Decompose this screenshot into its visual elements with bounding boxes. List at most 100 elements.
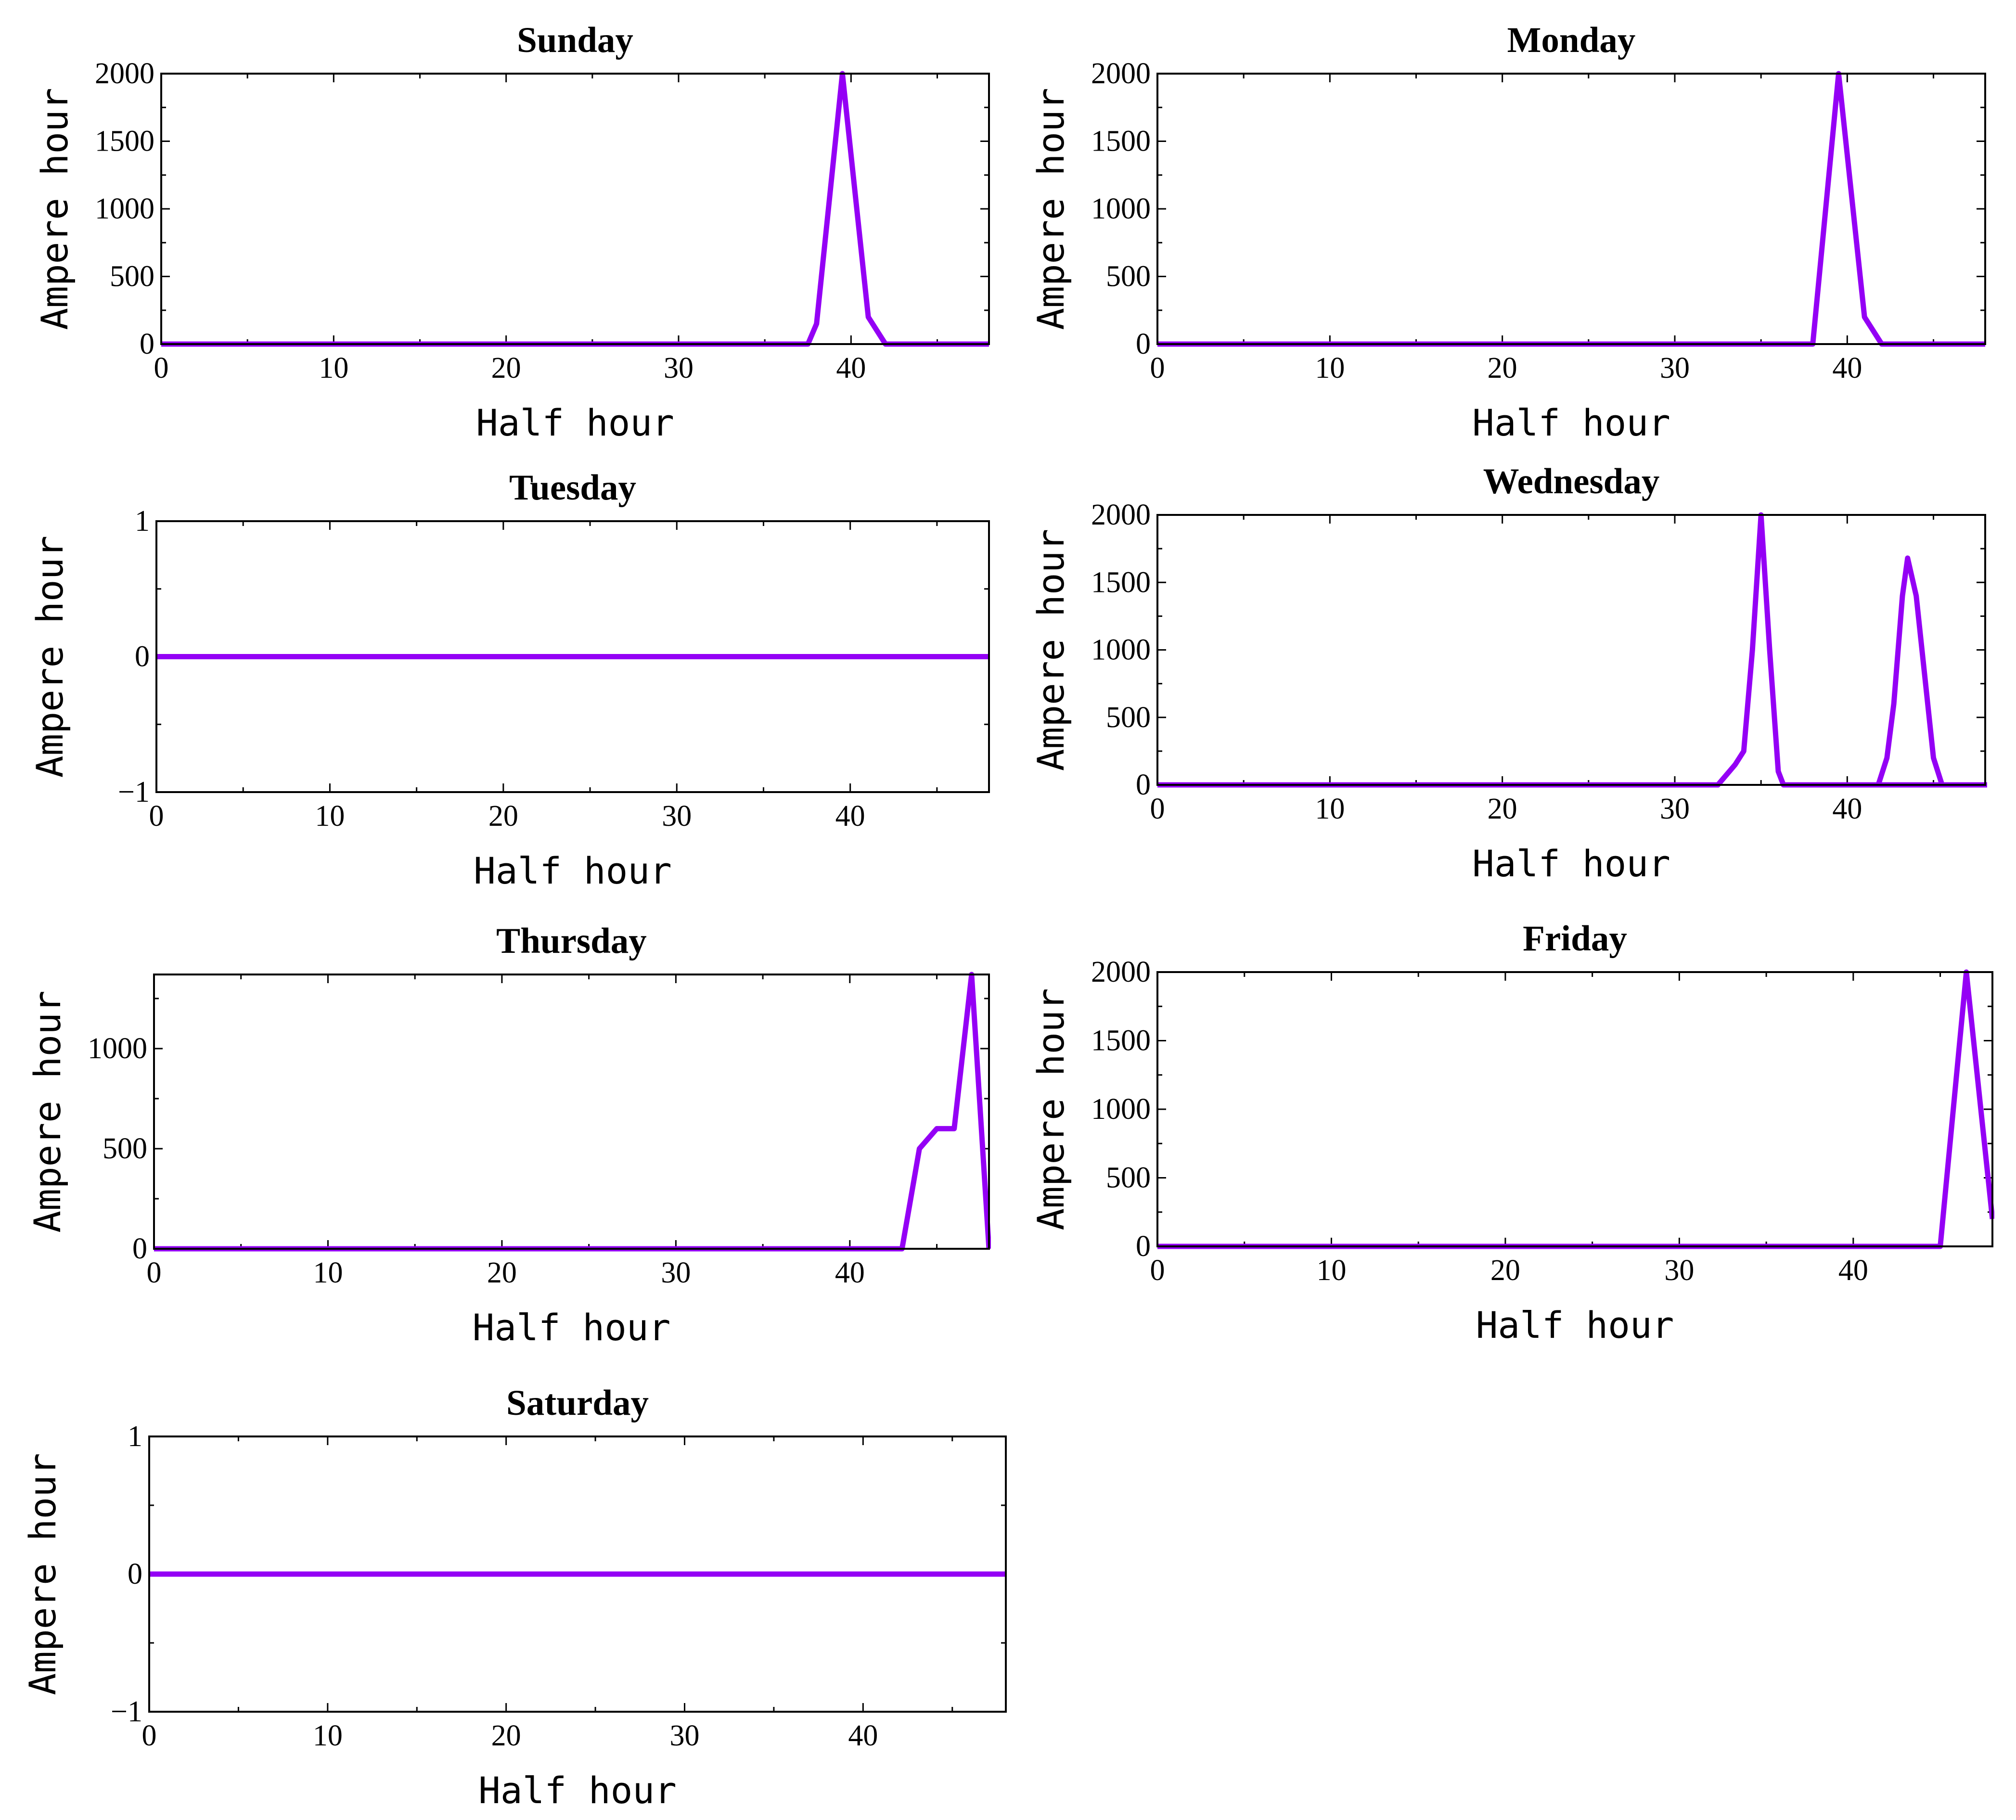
- y-tick-label: 0: [1136, 769, 1151, 801]
- plot-frame: [153, 974, 990, 1250]
- x-axis-label: Half hour: [476, 401, 674, 444]
- y-tick-label: −1: [118, 776, 150, 808]
- x-tick-label: 0: [1150, 1254, 1165, 1287]
- plot-frame: [155, 520, 990, 793]
- y-tick-label: 1000: [88, 1032, 147, 1065]
- x-tick-label: 30: [664, 352, 693, 385]
- x-tick-label: 10: [1316, 1254, 1346, 1287]
- y-tick-label: 500: [103, 1132, 147, 1165]
- x-tick-label: 20: [1490, 1254, 1520, 1287]
- y-tick-label: 1000: [1091, 634, 1151, 666]
- x-tick-label: 20: [487, 1256, 517, 1289]
- x-tick-label: 20: [491, 1719, 521, 1752]
- y-tick-label: 1500: [95, 125, 154, 158]
- x-tick-label: 30: [661, 1256, 691, 1289]
- x-tick-label: 40: [835, 800, 865, 833]
- y-tick-label: 0: [128, 1558, 142, 1590]
- x-tick-label: 20: [488, 800, 518, 833]
- y-tick-label: −1: [111, 1695, 142, 1728]
- x-tick-label: 10: [313, 1719, 343, 1752]
- y-tick-label: 2000: [1091, 57, 1151, 90]
- x-tick-label: 40: [1838, 1254, 1868, 1287]
- chart-title: Friday: [1523, 919, 1627, 959]
- y-tick-label: 1500: [1091, 1025, 1151, 1057]
- y-tick-label: 2000: [95, 57, 154, 90]
- y-axis-label: Ampere hour: [28, 536, 71, 778]
- y-tick-label: 1000: [1091, 192, 1151, 225]
- x-axis-label: Half hour: [478, 1769, 677, 1812]
- y-tick-label: 500: [1106, 701, 1151, 734]
- x-axis-label: Half hour: [473, 1306, 671, 1349]
- x-tick-label: 40: [836, 352, 866, 385]
- y-tick-label: 1500: [1091, 566, 1151, 599]
- series-line: [1157, 969, 1994, 1249]
- y-axis-label: Ampere hour: [1029, 529, 1072, 771]
- series-line: [161, 71, 989, 347]
- y-tick-label: 500: [1106, 260, 1151, 293]
- x-tick-label: 10: [313, 1256, 343, 1289]
- y-tick-label: 500: [110, 260, 154, 293]
- y-tick-label: 0: [135, 641, 150, 673]
- x-tick-label: 0: [1150, 793, 1165, 825]
- x-tick-label: 40: [1832, 352, 1862, 385]
- x-tick-label: 40: [848, 1719, 878, 1752]
- y-axis-label: Ampere hour: [33, 88, 76, 330]
- y-axis-label: Ampere hour: [1029, 88, 1072, 330]
- x-tick-label: 0: [1150, 352, 1165, 385]
- x-tick-label: 40: [1832, 793, 1862, 825]
- y-axis-label: Ampere hour: [21, 1453, 64, 1695]
- y-tick-label: 500: [1106, 1162, 1151, 1194]
- plot-frame: [1156, 971, 1993, 1247]
- chart-title: Monday: [1507, 20, 1636, 60]
- y-tick-label: 0: [1136, 328, 1151, 360]
- x-tick-label: 20: [491, 352, 521, 385]
- y-tick-label: 1000: [1091, 1093, 1151, 1126]
- x-axis-label: Half hour: [1476, 1304, 1674, 1346]
- y-axis-label: Ampere hour: [1029, 988, 1072, 1230]
- y-tick-label: 0: [132, 1232, 147, 1265]
- y-tick-label: 1000: [95, 192, 154, 225]
- y-tick-label: 1: [128, 1420, 142, 1453]
- y-tick-label: 0: [140, 328, 154, 360]
- series-line: [1157, 71, 1985, 347]
- series-line: [154, 972, 991, 1252]
- x-tick-label: 30: [670, 1719, 700, 1752]
- chart-thursday: Thursday 0 10 20 30 40 0 500 1000 Half hour Ampere…: [26, 921, 991, 1349]
- chart-title: Saturday: [506, 1383, 649, 1423]
- x-tick-label: 0: [149, 800, 164, 833]
- chart-title: Sunday: [517, 20, 633, 60]
- plot-frame: [160, 73, 990, 345]
- x-tick-label: 30: [1660, 352, 1690, 385]
- x-tick-label: 0: [147, 1256, 162, 1289]
- y-tick-label: 2000: [1091, 499, 1151, 531]
- series-line: [1157, 512, 1987, 788]
- x-tick-label: 30: [1660, 793, 1690, 825]
- chart-friday: Friday 0 10 20 30 40 0 500 1000 1500 2000 Half hour…: [1029, 919, 1994, 1346]
- chart-sunday: Sunday 0 10 20 30 40 0 500 1000 1500 2000 Half hour…: [33, 20, 990, 444]
- chart-wednesday: Wednesday 0 10 20 30 40 0 500 1000 1500 2000 Half h…: [1029, 461, 1987, 885]
- x-tick-label: 20: [1488, 352, 1517, 385]
- chart-title: Tuesday: [509, 468, 636, 508]
- x-tick-label: 30: [1664, 1254, 1694, 1287]
- x-tick-label: 40: [835, 1256, 865, 1289]
- chart-title: Wednesday: [1483, 461, 1660, 501]
- y-axis-label: Ampere hour: [26, 990, 69, 1232]
- x-axis-label: Half hour: [1472, 842, 1670, 885]
- plot-frame: [1156, 73, 1986, 345]
- plot-frame: [148, 1435, 1007, 1713]
- chart-title: Thursday: [496, 921, 647, 961]
- y-tick-label: 1500: [1091, 125, 1151, 158]
- y-tick-label: 1: [135, 505, 150, 538]
- x-tick-label: 10: [1315, 352, 1345, 385]
- x-tick-label: 10: [319, 352, 348, 385]
- x-tick-label: 0: [154, 352, 169, 385]
- x-tick-label: 20: [1488, 793, 1517, 825]
- chart-monday: Monday 0 10 20 30 40 0 500 1000 1500 2000 Half hour…: [1029, 20, 1986, 444]
- x-tick-label: 30: [662, 800, 692, 833]
- y-tick-label: 2000: [1091, 956, 1151, 988]
- x-axis-label: Half hour: [474, 849, 672, 892]
- x-tick-label: 10: [315, 800, 345, 833]
